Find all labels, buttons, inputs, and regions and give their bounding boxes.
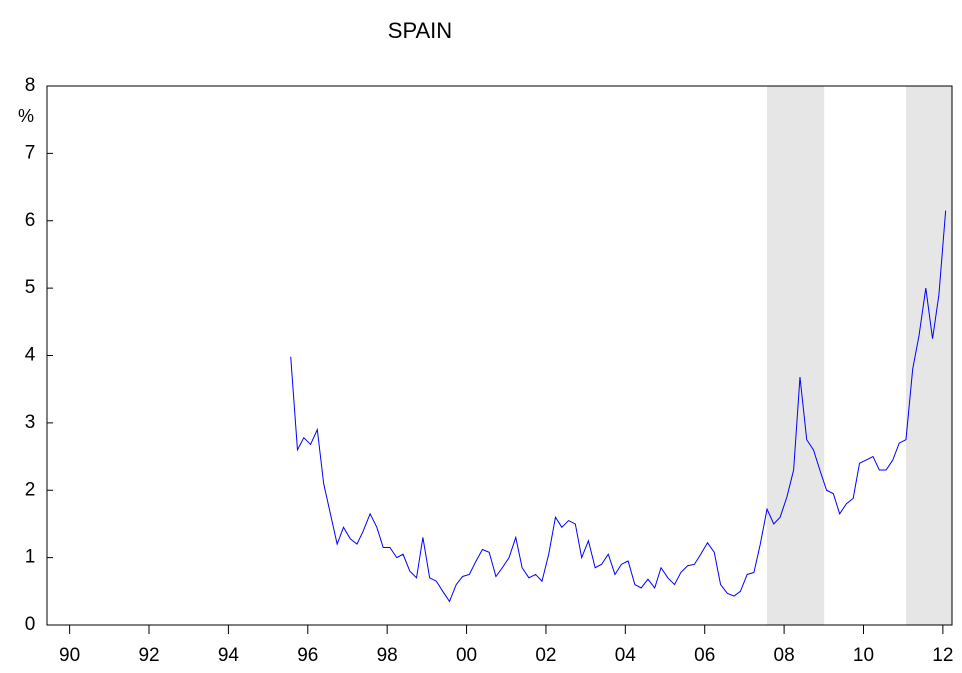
y-tick-label: 0 (25, 614, 36, 635)
plot-frame (46, 85, 953, 626)
x-tick-label: 04 (615, 645, 637, 666)
x-tick-label: 12 (932, 645, 953, 666)
x-tick-label: 94 (218, 645, 240, 666)
y-tick-label: 7 (25, 142, 36, 163)
x-tick-label: 02 (535, 645, 556, 666)
y-tick-label: 1 (25, 547, 36, 568)
x-tick-label: 96 (297, 645, 318, 666)
x-tick-label: 90 (59, 645, 80, 666)
chart-title: SPAIN (388, 18, 452, 43)
x-tick-label: 06 (694, 645, 715, 666)
data-line (290, 210, 947, 603)
x-tick-label: 92 (138, 645, 159, 666)
y-tick-label: 4 (25, 345, 36, 366)
shaded-region (905, 86, 952, 625)
y-tick-label: 6 (25, 210, 36, 231)
y-tick-label: 5 (25, 277, 36, 298)
x-tick-label: 10 (853, 645, 874, 666)
y-tick-label: 8 (25, 75, 36, 96)
shaded-region (767, 86, 825, 625)
y-axis-label: % (18, 106, 34, 126)
x-tick-label: 08 (774, 645, 795, 666)
y-tick-label: 2 (25, 479, 36, 500)
x-tick-label: 98 (377, 645, 398, 666)
y-tick-label: 3 (25, 412, 36, 433)
x-tick-label: 00 (456, 645, 477, 666)
